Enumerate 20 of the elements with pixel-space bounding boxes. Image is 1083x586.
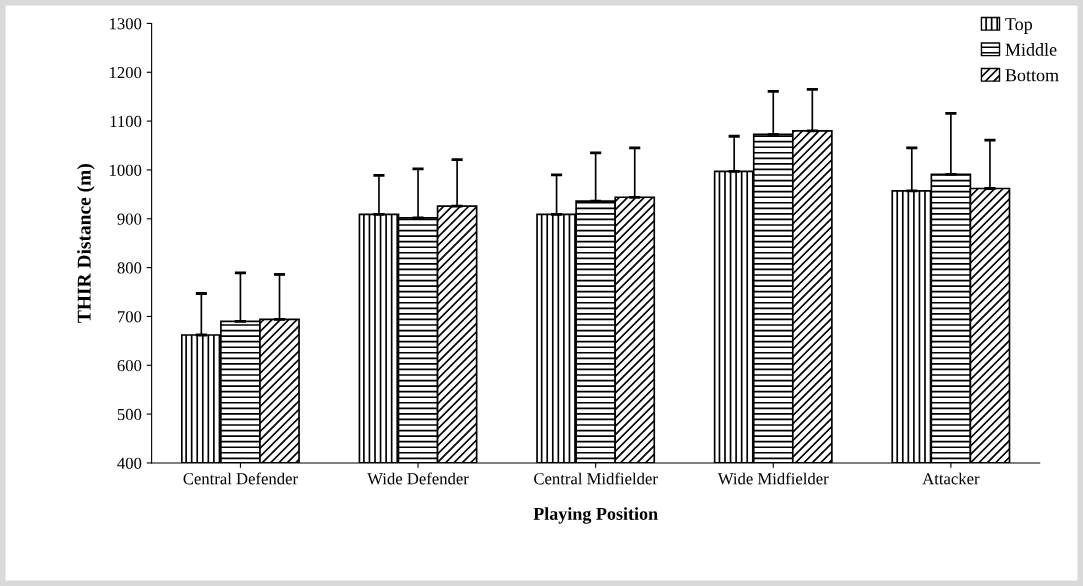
y-tick-label: 1100 [110,115,142,128]
x-tick-label: Central Defender [183,472,298,485]
legend-label: Top [1005,18,1033,34]
y-tick-label: 1300 [110,18,142,30]
legend-label: Bottom [1005,69,1059,82]
y-tick-label: 400 [117,457,142,469]
y-tick-label: 600 [117,359,142,372]
y-tick-label: 500 [117,408,142,421]
legend-label: Middle [1005,43,1057,56]
x-axis-title: Playing Position [533,507,658,524]
y-tick-label: 900 [117,213,142,225]
y-tick-label: 700 [118,311,142,323]
x-tick-label: Central Midfielder [534,472,658,485]
y-axis-title: THIR Distance (m) [77,164,95,323]
y-tick-label: 1200 [110,66,142,79]
x-tick-label: Wide Defender [367,472,469,485]
y-tick-label: 800 [117,262,142,274]
x-tick-label: Attacker [922,472,980,485]
y-tick-label: 1000 [110,164,142,176]
x-tick-label: Wide Midfielder [717,472,829,485]
